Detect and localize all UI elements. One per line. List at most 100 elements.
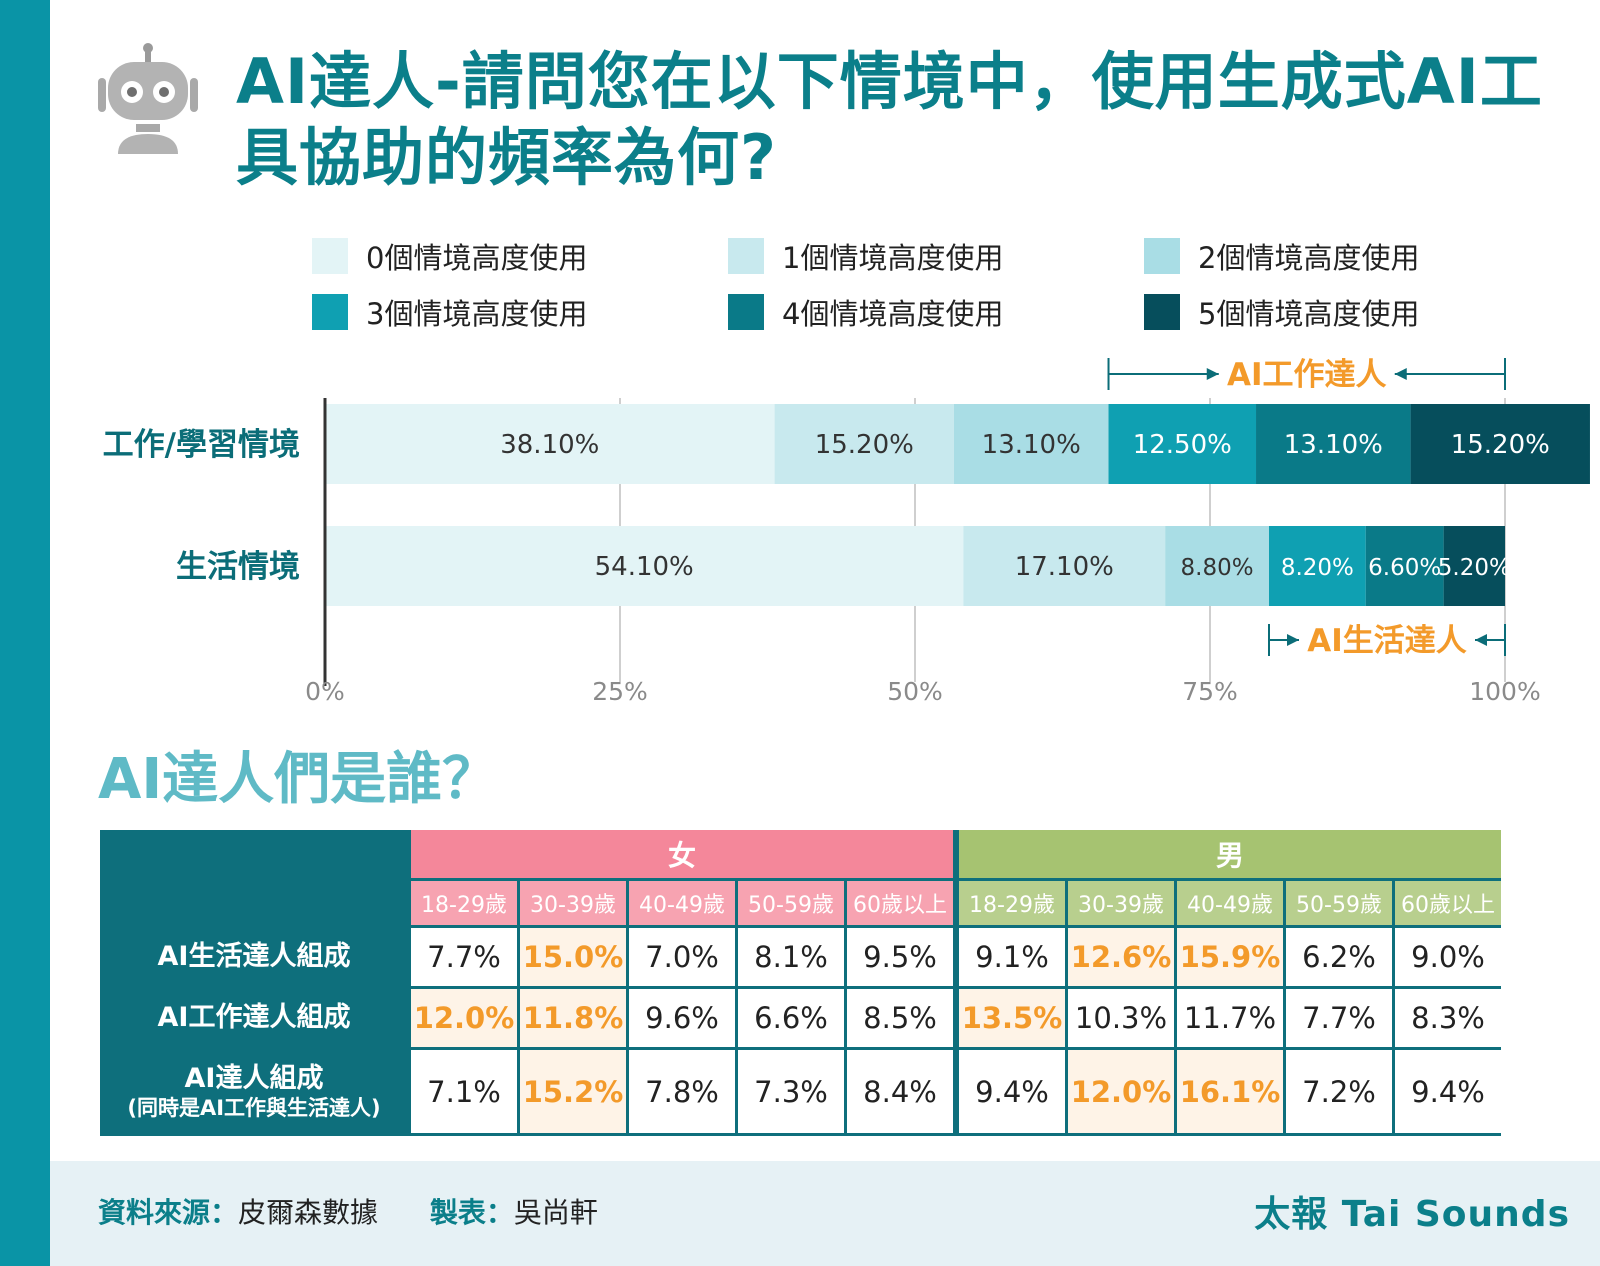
row-header: AI生活達人組成 — [100, 928, 408, 986]
age-header-male: 50-59歲 — [1286, 881, 1392, 925]
arrow-head — [1206, 368, 1219, 380]
table-cell: 12.6% — [1068, 928, 1174, 986]
category-label: 生活情境 — [176, 549, 300, 585]
maker-value: 吳尚軒 — [513, 1196, 598, 1229]
table-cell: 15.9% — [1177, 928, 1283, 986]
legend-swatch — [312, 294, 348, 330]
data-label: 12.50% — [1133, 430, 1232, 460]
row-header: AI達人組成 (同時是AI工作與生活達人) — [100, 1050, 408, 1133]
left-accent-bar — [0, 0, 50, 1266]
age-header-female: 60歲以上 — [847, 881, 953, 925]
age-header-male: 40-49歲 — [1177, 881, 1283, 925]
table-cell: 7.1% — [411, 1050, 517, 1133]
table-cell: 9.5% — [847, 928, 953, 986]
bar-segment — [1108, 404, 1257, 484]
male-header: 男 — [959, 830, 1501, 878]
table-cell: 11.8% — [520, 989, 626, 1047]
legend-swatch — [1144, 294, 1180, 330]
legend-swatch — [728, 294, 764, 330]
table-cell: 7.0% — [629, 928, 735, 986]
x-tick-label: 0% — [305, 677, 345, 706]
data-label: 13.10% — [982, 430, 1081, 460]
table-cell: 7.7% — [1286, 989, 1392, 1047]
x-tick-label: 75% — [1182, 677, 1238, 706]
maker-label: 製表： — [429, 1196, 514, 1229]
legend-label: 2個情境高度使用 — [1198, 241, 1420, 275]
data-label: 15.20% — [1451, 430, 1550, 460]
legend-item-3: 3個情境高度使用 — [312, 292, 587, 332]
demographics-table: 女男 18-29歲 18-29歲 30-39歲 30-39歲 40-49歲 40-49歲 50… — [100, 830, 1501, 1136]
bar-segment — [325, 404, 775, 484]
table-cell: 6.6% — [738, 989, 844, 1047]
age-header-female: 50-59歲 — [738, 881, 844, 925]
annotation-label: AI生活達人 — [1307, 623, 1467, 659]
legend-item-5: 5個情境高度使用 — [1144, 292, 1419, 332]
age-header-female: 18-29歲 — [411, 881, 517, 925]
table-cell: 8.5% — [847, 989, 953, 1047]
category-label: 工作/學習情境 — [103, 427, 300, 463]
robot-icon — [98, 43, 198, 154]
table-cell: 15.2% — [520, 1050, 626, 1133]
table-cell: 13.5% — [959, 989, 1065, 1047]
legend-item-4: 4個情境高度使用 — [728, 292, 1003, 332]
arrow-head — [1287, 634, 1299, 646]
table-corner — [100, 830, 408, 925]
legend-label: 3個情境高度使用 — [366, 297, 588, 331]
table-cell: 11.7% — [1177, 989, 1283, 1047]
table-cell: 9.6% — [629, 989, 735, 1047]
x-tick-label: 100% — [1469, 677, 1540, 706]
table-cell: 7.7% — [411, 928, 517, 986]
legend-label: 5個情境高度使用 — [1198, 297, 1420, 331]
row-header-label: AI達人組成 — [184, 1062, 324, 1094]
table-cell: 12.0% — [1068, 1050, 1174, 1133]
data-label: 6.60% — [1368, 555, 1441, 581]
legend-item-0: 0個情境高度使用 — [312, 236, 587, 276]
row-header-label: AI生活達人組成 — [157, 941, 351, 972]
table-cell: 7.2% — [1286, 1050, 1392, 1133]
bar-segment — [774, 404, 954, 484]
x-tick-label: 50% — [887, 677, 943, 706]
age-header-female: 30-39歲 — [520, 881, 626, 925]
table-cell: 7.3% — [738, 1050, 844, 1133]
legend-label: 0個情境高度使用 — [366, 241, 588, 275]
annotation-label: AI工作達人 — [1227, 357, 1387, 393]
age-header-male: 60歲以上 — [1395, 881, 1501, 925]
legend-item-2: 2個情境高度使用 — [1144, 236, 1419, 276]
age-header-male: 30-39歲 — [1068, 881, 1174, 925]
age-header-female: 40-49歲 — [629, 881, 735, 925]
source-value: 皮爾森數據 — [238, 1196, 379, 1229]
female-header: 女 — [411, 830, 953, 878]
x-tick-label: 25% — [592, 677, 648, 706]
chart-legend: 0個情境高度使用 1個情境高度使用 2個情境高度使用 3個情境高度使用 4個情境… — [312, 236, 1572, 346]
table-cell: 9.4% — [1395, 1050, 1501, 1133]
table-cell: 7.8% — [629, 1050, 735, 1133]
legend-label: 1個情境高度使用 — [782, 241, 1004, 275]
data-label: 15.20% — [815, 430, 914, 460]
bar-segment — [325, 526, 964, 606]
bar-segment — [1256, 404, 1411, 484]
table-cell: 16.1% — [1177, 1050, 1283, 1133]
table-cell: 9.0% — [1395, 928, 1501, 986]
data-label: 38.10% — [500, 430, 599, 460]
stacked-bar-chart: 38.10% 15.20% 13.10% 12.50% 13.10% 15.20% 工作/學… — [103, 357, 1590, 706]
data-label: 8.20% — [1281, 555, 1354, 581]
arrow-head — [1394, 368, 1407, 380]
bar-segment — [1165, 526, 1269, 606]
table-cell: 8.1% — [738, 928, 844, 986]
age-header-male: 18-29歲 — [959, 881, 1065, 925]
row-header: AI工作達人組成 — [100, 989, 408, 1047]
table-cell: 9.4% — [959, 1050, 1065, 1133]
footer: 資料來源：皮爾森數據 製表：吳尚軒 太報 Tai Sounds — [50, 1161, 1600, 1266]
data-label: 17.10% — [1015, 552, 1114, 582]
data-label: 13.10% — [1284, 430, 1383, 460]
table-cell: 6.2% — [1286, 928, 1392, 986]
legend-swatch — [728, 238, 764, 274]
arrow-head — [1475, 634, 1487, 646]
bar-segment — [1365, 526, 1444, 606]
section-title: AI達人們是誰？ — [98, 747, 499, 812]
data-label: 54.10% — [595, 552, 694, 582]
table-cell: 12.0% — [411, 989, 517, 1047]
table-cell: 8.3% — [1395, 989, 1501, 1047]
bar-segment — [1269, 526, 1366, 606]
bar-segment — [1410, 404, 1590, 484]
